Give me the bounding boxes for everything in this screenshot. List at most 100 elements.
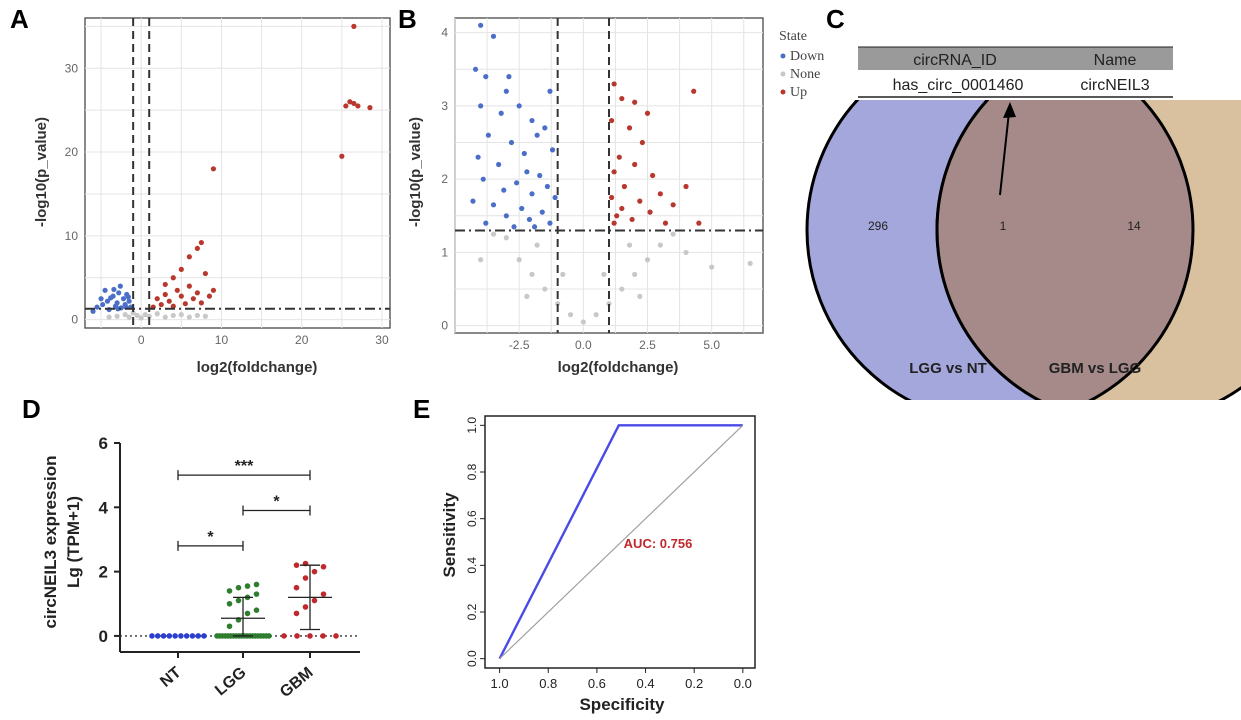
- b-point-down: [470, 198, 476, 204]
- b-point-down: [524, 169, 530, 175]
- b-point-up: [639, 139, 645, 146]
- b-point-down: [552, 194, 558, 201]
- venn-overlap: [935, 100, 1195, 400]
- panel-d-point-gbm: [294, 633, 300, 639]
- panel-a-grid: [85, 18, 390, 328]
- b-point-down: [531, 224, 538, 230]
- panel-d-significance: *****: [177, 458, 311, 551]
- a-point-down: [102, 287, 108, 293]
- b-point-up: [644, 110, 651, 116]
- a-point-up: [170, 275, 176, 281]
- a-point-up: [174, 287, 180, 293]
- panel-d-axes: 0 2 4 6 NT LGG GBM: [99, 434, 360, 701]
- a-point-up: [182, 301, 188, 307]
- a-point-down: [117, 283, 123, 289]
- reference-diagonal: [499, 424, 744, 660]
- a-point-down: [120, 296, 127, 302]
- panel-e-ytick-label: 0.4: [465, 557, 479, 574]
- a-xtick-label: 20: [295, 333, 309, 347]
- panel-d-point-nt: [160, 633, 167, 639]
- a-point-none: [138, 315, 144, 321]
- panel-d-point-gbm: [311, 597, 318, 604]
- panel-d-point-nt: [172, 633, 178, 639]
- b-point-up: [662, 220, 669, 226]
- panel-d-ytick-label: 0: [99, 627, 108, 646]
- b-xtick-label: 0.0: [575, 338, 592, 352]
- a-point-none: [202, 313, 208, 319]
- panel-d-point-lgg: [266, 633, 272, 639]
- venn-label-right: GBM vs LGG: [1049, 360, 1142, 377]
- b-point-down: [516, 103, 522, 109]
- a-point-up: [178, 293, 184, 299]
- b-point-up: [611, 169, 617, 175]
- b-point-down: [490, 202, 497, 208]
- b-point-down: [475, 154, 481, 160]
- panel-d-point-lgg: [235, 584, 242, 591]
- panel-d-point-nt: [189, 633, 196, 639]
- panel-e-xtick-label: 0.8: [539, 676, 557, 691]
- panel-d-xtick-label: GBM: [277, 664, 317, 701]
- legend-swatch-none: [780, 71, 786, 77]
- a-point-down: [116, 290, 122, 296]
- b-xtick-label: 2.5: [639, 338, 656, 352]
- b-point-down: [483, 220, 489, 226]
- panel-d-point-gbm: [293, 562, 300, 568]
- a-point-up: [339, 153, 345, 159]
- panel-b-ylabel: -log10(p_value): [407, 117, 424, 227]
- b-point-up: [616, 154, 622, 160]
- panel-d-point-lgg: [244, 583, 251, 589]
- panel-b-grid: [454, 18, 763, 333]
- panel-b-points: [470, 22, 753, 325]
- panel-a-plot-area: [84, 17, 391, 329]
- b-point-none: [542, 286, 548, 292]
- panel-d-point-gbm: [281, 633, 287, 639]
- a-point-up: [194, 245, 200, 252]
- b-point-up: [691, 88, 697, 94]
- b-point-down: [485, 132, 491, 138]
- table-header-circrna-id: circRNA_ID: [913, 52, 997, 69]
- b-point-none: [516, 257, 522, 263]
- b-point-none: [601, 271, 607, 277]
- a-point-down: [104, 298, 111, 304]
- a-point-none: [162, 314, 168, 320]
- a-point-down: [126, 298, 132, 304]
- b-point-down: [501, 187, 507, 193]
- panel-d-sig-label: *: [273, 494, 280, 511]
- b-point-none: [534, 242, 540, 248]
- a-point-none: [134, 312, 140, 319]
- panel-d-error-bars: [221, 564, 332, 637]
- a-point-down: [108, 295, 114, 301]
- a-ytick-label: 30: [65, 61, 79, 75]
- a-point-down: [100, 301, 106, 308]
- panel-b-volcano-plot: -2.5 0.0 2.5 5.0 0 1 2 3 4 log2(foldchange) -log…: [407, 17, 824, 376]
- b-point-up: [619, 95, 625, 102]
- b-point-down: [511, 224, 517, 230]
- b-point-up: [621, 183, 628, 190]
- b-point-down: [544, 183, 551, 190]
- a-point-up: [162, 281, 168, 288]
- a-point-down: [115, 306, 121, 312]
- b-point-none: [478, 257, 484, 263]
- b-point-none: [637, 293, 643, 299]
- b-point-none: [529, 271, 535, 277]
- b-point-none: [670, 231, 676, 237]
- a-point-none: [146, 313, 152, 319]
- b-ytick-label: 4: [441, 26, 448, 40]
- a-point-up: [367, 105, 373, 111]
- a-point-none: [178, 311, 184, 318]
- a-ytick-label: 10: [65, 229, 79, 243]
- b-point-up: [696, 220, 702, 226]
- panel-d-point-lgg: [253, 581, 260, 588]
- panel-a-xlabel: log2(foldchange): [197, 359, 318, 376]
- b-point-down: [472, 66, 479, 72]
- b-point-none: [555, 301, 561, 307]
- b-point-down: [483, 74, 489, 80]
- b-point-down: [534, 132, 540, 138]
- legend-swatch-down: [780, 53, 786, 59]
- b-point-down: [496, 161, 502, 168]
- panel-a-ticks: 0 10 20 30 0 10 20 30: [65, 61, 389, 347]
- a-point-none: [170, 312, 176, 319]
- panel-d-point-nt: [201, 633, 207, 639]
- legend-title: State: [779, 29, 807, 44]
- b-point-none: [657, 242, 663, 248]
